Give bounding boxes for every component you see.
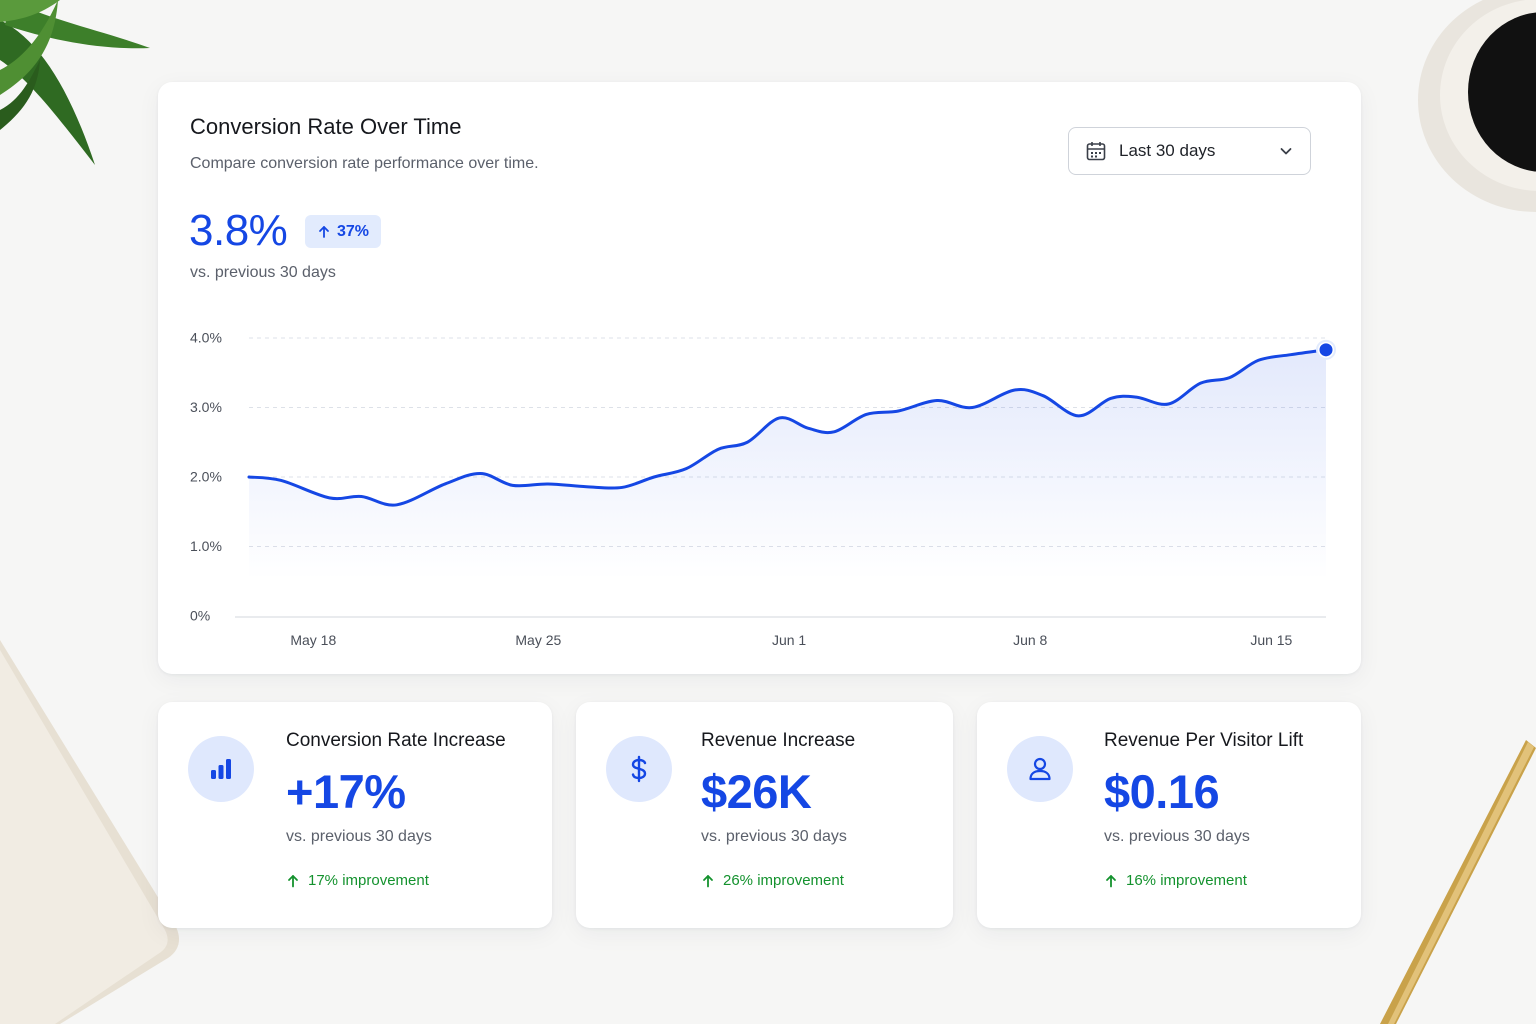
change-badge: 37% [305,215,382,248]
coffee-mug-decoration [1418,0,1536,212]
series-line [247,348,1328,507]
change-badge-value: 37% [337,222,370,240]
stat-improvement-text: 16% improvement [1126,872,1247,889]
bar-chart-icon [211,759,231,779]
current-conversion-rate: 3.8% [189,206,288,255]
data-point [586,486,588,488]
stat-improvement-text: 17% improvement [308,872,429,889]
data-point [807,427,809,429]
x-tick-label: Jun 8 [1013,632,1047,648]
headline-compare-text: vs. previous 30 days [190,264,336,281]
data-point [512,484,514,486]
data-point [833,431,835,433]
data-point [778,417,780,419]
y-tick-label: 0% [190,608,210,624]
data-point [479,473,481,475]
data-point [280,479,282,481]
chart-title: Conversion Rate Over Time [190,114,462,139]
conversion-rate-chart: 4.0% 3.0% 2.0% 1.0% 0% May 18 May 25 Jun 1 Jun 8… [190,330,1336,648]
stat-improvement: 17% improvement [286,872,506,889]
arrow-up-icon [319,225,329,238]
stat-card-revenue-per-visitor: Revenue Per Visitor Lift $0.16 vs. previ… [977,702,1361,928]
stat-icon-wrap [188,736,254,802]
stat-value: $26K [701,765,812,818]
stat-card-conversion: Conversion Rate Increase +17% vs. previo… [158,702,552,928]
y-tick-label: 1.0% [190,538,222,554]
data-point [1200,382,1202,384]
latest-point [1319,343,1333,357]
conversion-chart-card: Conversion Rate Over Time Compare conver… [158,82,1361,674]
user-icon [1029,757,1051,781]
data-point [971,407,973,409]
data-point [746,441,748,443]
arrow-up-icon [703,874,713,887]
x-tick-label: Jun 1 [772,632,806,648]
data-point [865,413,867,415]
data-point [936,400,938,402]
y-tick-label: 4.0% [190,330,222,346]
x-tick-label: Jun 15 [1250,632,1292,648]
data-point [653,476,655,478]
data-point [1013,389,1015,391]
y-tick-label: 3.0% [190,399,222,415]
data-point [328,497,330,499]
arrow-up-icon [1106,874,1116,887]
stat-improvement: 26% improvement [701,872,855,889]
pen-decoration [1380,740,1536,1024]
date-range-dropdown[interactable]: Last 30 days [1068,127,1311,175]
series-area [249,349,1326,580]
date-range-label: Last 30 days [1119,141,1216,160]
stat-title: Conversion Rate Increase [286,730,506,751]
dollar-icon [631,755,647,783]
data-point [361,495,363,497]
data-point [1042,395,1044,397]
stat-value: +17% [286,765,406,818]
data-point [547,483,549,485]
data-point [1077,415,1079,417]
x-tick-label: May 18 [290,632,336,648]
calendar-icon [1086,142,1106,161]
stat-improvement-text: 26% improvement [723,872,844,889]
data-point [1290,354,1292,356]
y-tick-label: 2.0% [190,469,222,485]
stat-compare: vs. previous 30 days [1104,828,1250,845]
data-point [1167,403,1169,405]
stat-compare: vs. previous 30 days [286,828,432,845]
data-point [1229,377,1231,379]
stat-title: Revenue Increase [701,730,856,751]
data-point [717,448,719,450]
data-point [396,504,398,506]
x-tick-label: May 25 [515,632,561,648]
stat-title: Revenue Per Visitor Lift [1104,730,1304,751]
stat-compare: vs. previous 30 days [701,828,847,845]
data-point [444,483,446,485]
data-point [248,476,250,478]
notebook-decoration [0,640,180,1024]
arrow-up-icon [288,874,298,887]
stat-card-revenue: Revenue Increase $26K vs. previous 30 da… [576,702,953,928]
chevron-down-icon [1280,148,1292,155]
stat-icon-wrap [1007,736,1073,802]
data-point [897,410,899,412]
data-point [1110,397,1112,399]
data-point [1257,359,1259,361]
data-point [621,486,623,488]
stat-improvement: 16% improvement [1104,872,1303,889]
stat-icon-wrap [606,736,672,802]
data-point [1135,396,1137,398]
chart-subtitle: Compare conversion rate performance over… [190,155,539,172]
stat-value: $0.16 [1104,765,1220,818]
plant-decoration [0,0,150,165]
data-point [685,468,687,470]
